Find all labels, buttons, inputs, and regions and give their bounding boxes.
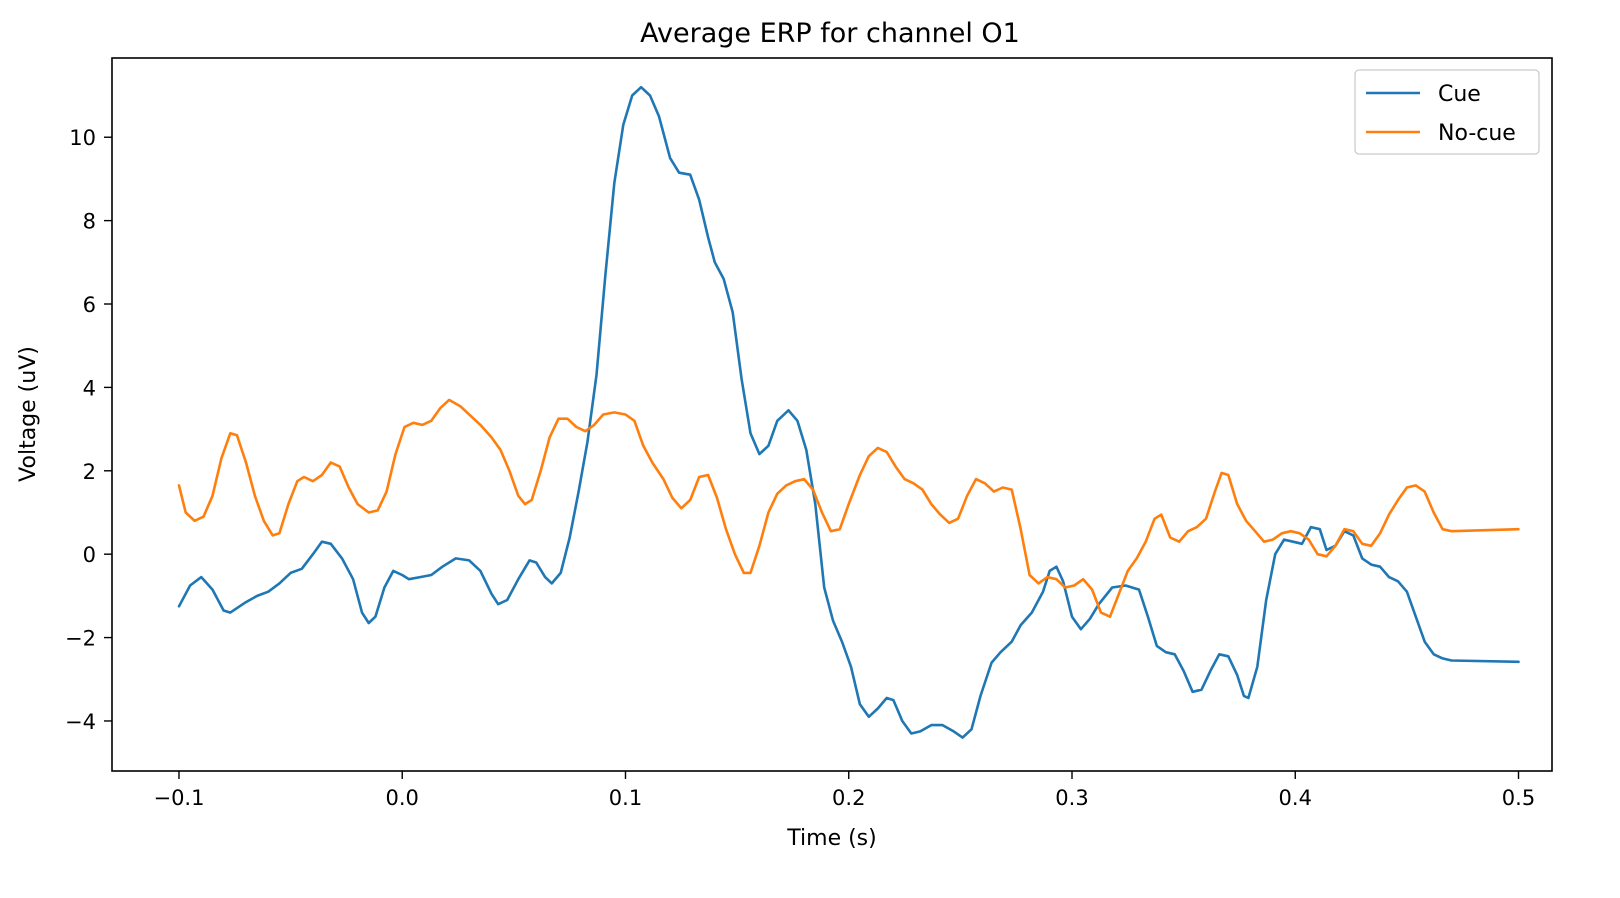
y-axis: −4 −2 0 2 4 6 8 10 (65, 126, 112, 734)
y-tick-label: −4 (65, 710, 96, 734)
x-axis: −0.1 0.0 0.1 0.2 0.3 0.4 0.5 (153, 771, 1535, 810)
y-axis-label: Voltage (uV) (16, 346, 41, 482)
legend-label: Cue (1438, 82, 1481, 107)
y-tick-label: 4 (83, 376, 96, 400)
x-tick-label: 0.0 (386, 786, 419, 810)
axes-frame (111, 57, 1553, 772)
series-line-no-cue (177, 398, 1520, 618)
plot-area (177, 85, 1520, 739)
x-tick-label: 0.1 (609, 786, 642, 810)
x-tick-label: 0.2 (832, 786, 865, 810)
y-tick-label: 6 (83, 293, 96, 317)
series-line-cue (177, 85, 1520, 739)
x-tick-label: −0.1 (153, 786, 204, 810)
x-tick-label: 0.4 (1279, 786, 1312, 810)
y-tick-label: 8 (83, 210, 96, 234)
legend: Cue No-cue (1354, 69, 1540, 155)
legend-label: No-cue (1438, 121, 1516, 146)
y-tick-label: 2 (83, 460, 96, 484)
x-tick-label: 0.5 (1502, 786, 1535, 810)
chart-title: Average ERP for channel O1 (640, 18, 1020, 49)
x-axis-label: Time (s) (786, 826, 876, 851)
x-tick-label: 0.3 (1055, 786, 1088, 810)
y-tick-label: −2 (65, 627, 96, 651)
y-tick-label: 10 (69, 126, 96, 150)
y-tick-label: 0 (83, 543, 96, 567)
